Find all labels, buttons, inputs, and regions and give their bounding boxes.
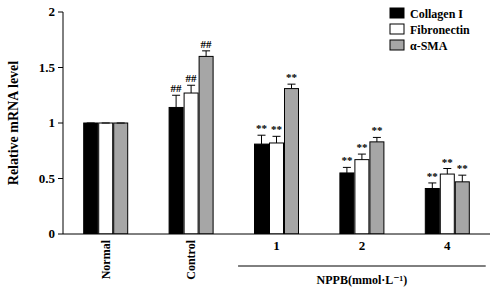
error-cap xyxy=(443,168,451,169)
error-stem xyxy=(206,51,207,57)
x-tick-label: 4 xyxy=(444,238,451,253)
y-tick-label: 0.5 xyxy=(39,171,56,186)
error-cap xyxy=(172,95,180,96)
y-tick xyxy=(58,234,63,235)
error-bar xyxy=(343,167,351,173)
y-tick-label: 1.5 xyxy=(39,60,56,75)
error-bar xyxy=(87,123,95,124)
x-tick-label: Control xyxy=(184,239,198,279)
x-axis xyxy=(63,234,490,235)
significance-label: ## xyxy=(201,38,213,50)
y-tick-label: 0 xyxy=(49,226,56,241)
y-axis-label: Relative mRNA level xyxy=(6,61,21,186)
y-tick xyxy=(58,12,63,13)
significance-label: ** xyxy=(371,124,383,136)
error-bar xyxy=(258,135,266,144)
bars xyxy=(84,51,470,234)
group-bracket xyxy=(238,266,486,267)
error-cap xyxy=(428,182,436,183)
error-bar xyxy=(172,95,180,107)
x-group-label: NPPB(mmol·L⁻¹) xyxy=(317,273,408,287)
error-bar xyxy=(373,137,381,141)
error-cap xyxy=(273,136,281,137)
error-cap xyxy=(358,154,366,155)
significance-label: ** xyxy=(271,123,283,135)
error-cap xyxy=(87,123,95,124)
error-stem xyxy=(176,95,177,107)
annotations: ##******##******##****** xyxy=(171,38,469,182)
bar xyxy=(255,144,269,234)
error-bar xyxy=(428,183,436,189)
bar xyxy=(270,143,284,234)
error-stem xyxy=(447,169,448,175)
bar xyxy=(455,182,469,234)
y-tick xyxy=(58,67,63,68)
error-cap xyxy=(258,135,266,136)
error-cap xyxy=(458,175,466,176)
significance-label: ** xyxy=(356,141,368,153)
legend: Collagen I Fibronectin α-SMA xyxy=(390,7,470,53)
error-bar xyxy=(102,123,110,124)
x-tick-label: Normal xyxy=(99,239,113,279)
significance-label: ** xyxy=(427,170,439,182)
bar xyxy=(184,93,198,234)
error-stem xyxy=(432,183,433,189)
bar xyxy=(114,123,128,234)
error-bar xyxy=(458,175,466,182)
error-cap xyxy=(187,85,195,86)
error-cap xyxy=(343,167,351,168)
x-tick-label: 1 xyxy=(273,238,280,253)
legend-swatch xyxy=(390,24,404,34)
error-stem xyxy=(191,85,192,93)
bar xyxy=(169,107,183,234)
bar xyxy=(425,188,439,234)
error-stem xyxy=(291,84,292,88)
bar xyxy=(99,123,113,234)
y-tick xyxy=(58,178,63,179)
y-tick-label: 2 xyxy=(49,4,56,19)
error-bar xyxy=(288,84,296,88)
chart: 00.511.52Relative mRNA level##******##**… xyxy=(0,0,500,293)
error-cap xyxy=(202,50,210,51)
x-tick-label: 2 xyxy=(359,238,366,253)
significance-label: ** xyxy=(442,156,454,168)
y-tick-label: 1 xyxy=(49,115,56,130)
significance-label: ** xyxy=(256,122,268,134)
error-bar xyxy=(273,136,281,143)
bar xyxy=(355,160,369,234)
error-cap xyxy=(102,123,110,124)
significance-label: ** xyxy=(457,162,469,174)
error-bar xyxy=(117,123,125,124)
y-axis xyxy=(63,12,64,234)
error-cap xyxy=(373,137,381,138)
significance-label: ** xyxy=(286,71,298,83)
error-cap xyxy=(117,123,125,124)
bar xyxy=(84,123,98,234)
error-bar xyxy=(187,85,195,93)
bar xyxy=(340,173,354,234)
bar xyxy=(440,174,454,234)
bar xyxy=(370,142,384,234)
bar xyxy=(285,89,299,234)
legend-label: α-SMA xyxy=(410,39,448,53)
error-cap xyxy=(288,84,296,85)
bar xyxy=(199,56,213,234)
error-stem xyxy=(376,137,377,141)
error-stem xyxy=(462,175,463,182)
error-bar xyxy=(443,169,451,175)
error-stem xyxy=(346,167,347,173)
significance-label: ## xyxy=(186,72,198,84)
error-bar xyxy=(202,51,210,57)
legend-label: Collagen I xyxy=(410,7,463,21)
y-tick xyxy=(58,123,63,124)
significance-label: ## xyxy=(171,82,183,94)
error-stem xyxy=(276,136,277,143)
legend-swatch xyxy=(390,8,404,18)
error-bar xyxy=(358,154,366,160)
legend-label: Fibronectin xyxy=(410,23,470,37)
significance-label: ** xyxy=(341,154,353,166)
error-stem xyxy=(361,154,362,160)
error-stem xyxy=(261,135,262,144)
legend-swatch xyxy=(390,40,404,50)
